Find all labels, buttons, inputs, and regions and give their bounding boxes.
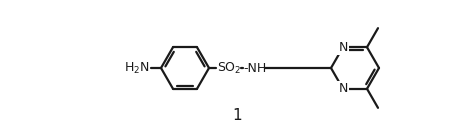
Text: 1: 1 <box>232 109 242 124</box>
Text: N: N <box>338 82 348 95</box>
Text: N: N <box>338 41 348 54</box>
Text: N: N <box>338 82 348 95</box>
Text: SO$_2$: SO$_2$ <box>217 60 242 76</box>
Text: N: N <box>338 41 348 54</box>
Text: H$_2$N: H$_2$N <box>125 60 150 76</box>
Text: -NH-: -NH- <box>243 61 271 74</box>
